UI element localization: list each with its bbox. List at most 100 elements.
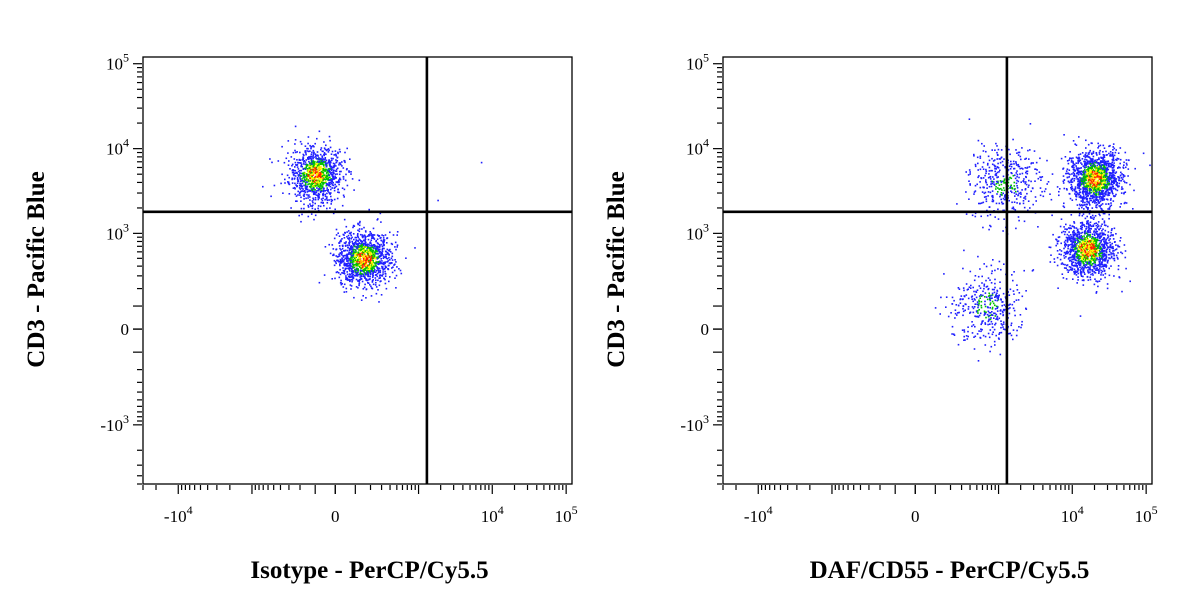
event-dot (316, 187, 318, 189)
event-dot (382, 268, 384, 270)
event-dot (1075, 250, 1078, 253)
event-dot (1085, 188, 1088, 191)
event-dot (301, 172, 304, 175)
event-dot (1093, 164, 1096, 166)
event-dot (332, 171, 334, 173)
event-dot (1105, 170, 1107, 172)
event-dot (1089, 174, 1091, 177)
event-dot (341, 272, 343, 274)
event-dot (1097, 187, 1099, 189)
event-dot (1019, 203, 1021, 205)
event-dot (375, 252, 377, 255)
event-dot (364, 269, 367, 271)
event-dot (1102, 256, 1105, 258)
event-dot (349, 279, 351, 281)
event-dot (341, 282, 343, 285)
event-dot (381, 252, 383, 255)
event-dot (1089, 199, 1091, 202)
event-dot (379, 212, 382, 215)
event-dot (1035, 200, 1037, 202)
event-dot (308, 189, 311, 192)
event-dot (992, 176, 994, 178)
event-dot (1092, 265, 1094, 268)
event-dot (974, 190, 977, 192)
event-dot (1091, 158, 1093, 160)
event-dot (1086, 183, 1089, 185)
event-dot (335, 153, 337, 156)
event-dot (351, 263, 354, 266)
event-dot (1083, 235, 1085, 237)
event-dot (1081, 224, 1083, 227)
event-dot (328, 243, 330, 246)
event-dot (1057, 287, 1059, 289)
event-dot (993, 178, 995, 180)
event-dot (1102, 154, 1105, 156)
event-dot (310, 153, 313, 156)
event-dot (1062, 230, 1065, 233)
event-dot (334, 208, 336, 211)
event-dot (1106, 260, 1109, 262)
event-dot (1094, 240, 1096, 242)
event-dot (994, 170, 996, 173)
event-dot (298, 184, 301, 187)
event-dot (288, 176, 290, 179)
event-dot (1001, 189, 1003, 191)
event-dot (989, 213, 992, 216)
event-dot (1095, 168, 1098, 171)
event-dot (364, 283, 366, 286)
event-dot (327, 190, 329, 192)
event-dot (1103, 181, 1106, 183)
event-dot (1029, 149, 1031, 151)
event-dot (320, 158, 322, 161)
event-dot (299, 177, 301, 179)
event-dot (1079, 261, 1082, 263)
event-dot (1095, 199, 1097, 201)
event-dot (1112, 174, 1115, 176)
event-dot (1123, 180, 1125, 182)
event-dot (1092, 181, 1095, 183)
event-dot (987, 195, 989, 197)
event-dot (1088, 197, 1091, 200)
event-dot (1016, 173, 1019, 176)
event-dot (289, 168, 291, 170)
event-dot (333, 164, 336, 167)
event-dot (342, 269, 345, 272)
event-dot (314, 142, 316, 145)
event-dot (1107, 208, 1109, 210)
event-dot (305, 176, 307, 178)
event-dot (1073, 273, 1076, 275)
event-dot (1079, 204, 1082, 207)
event-dot (1013, 185, 1016, 187)
event-dot (335, 255, 337, 257)
event-dot (1114, 249, 1117, 251)
event-dot (315, 191, 318, 194)
event-dot (330, 168, 332, 170)
event-dot (350, 252, 353, 254)
event-dot (354, 241, 356, 244)
event-dot (1002, 175, 1005, 178)
event-dot (1107, 194, 1109, 197)
event-dot (984, 191, 987, 194)
event-dot (1077, 160, 1079, 162)
event-dot (313, 152, 315, 154)
event-dot (1100, 207, 1102, 210)
event-dot (1010, 165, 1013, 168)
event-dot (1081, 198, 1084, 201)
event-dot (1063, 233, 1066, 236)
event-dot (365, 279, 368, 281)
event-dot (1092, 155, 1095, 158)
event-dot (345, 265, 348, 267)
event-dot (365, 250, 368, 253)
event-dot (309, 173, 311, 176)
event-dot (1086, 162, 1089, 165)
event-dot (328, 135, 331, 138)
event-dot (319, 205, 322, 208)
event-dot (1092, 161, 1094, 163)
event-dot (328, 159, 330, 161)
event-dot (1116, 189, 1119, 192)
event-dot (1070, 161, 1073, 163)
event-dot (982, 168, 985, 170)
event-dot (371, 259, 373, 261)
event-dot (1099, 198, 1101, 200)
event-dot (376, 258, 379, 260)
